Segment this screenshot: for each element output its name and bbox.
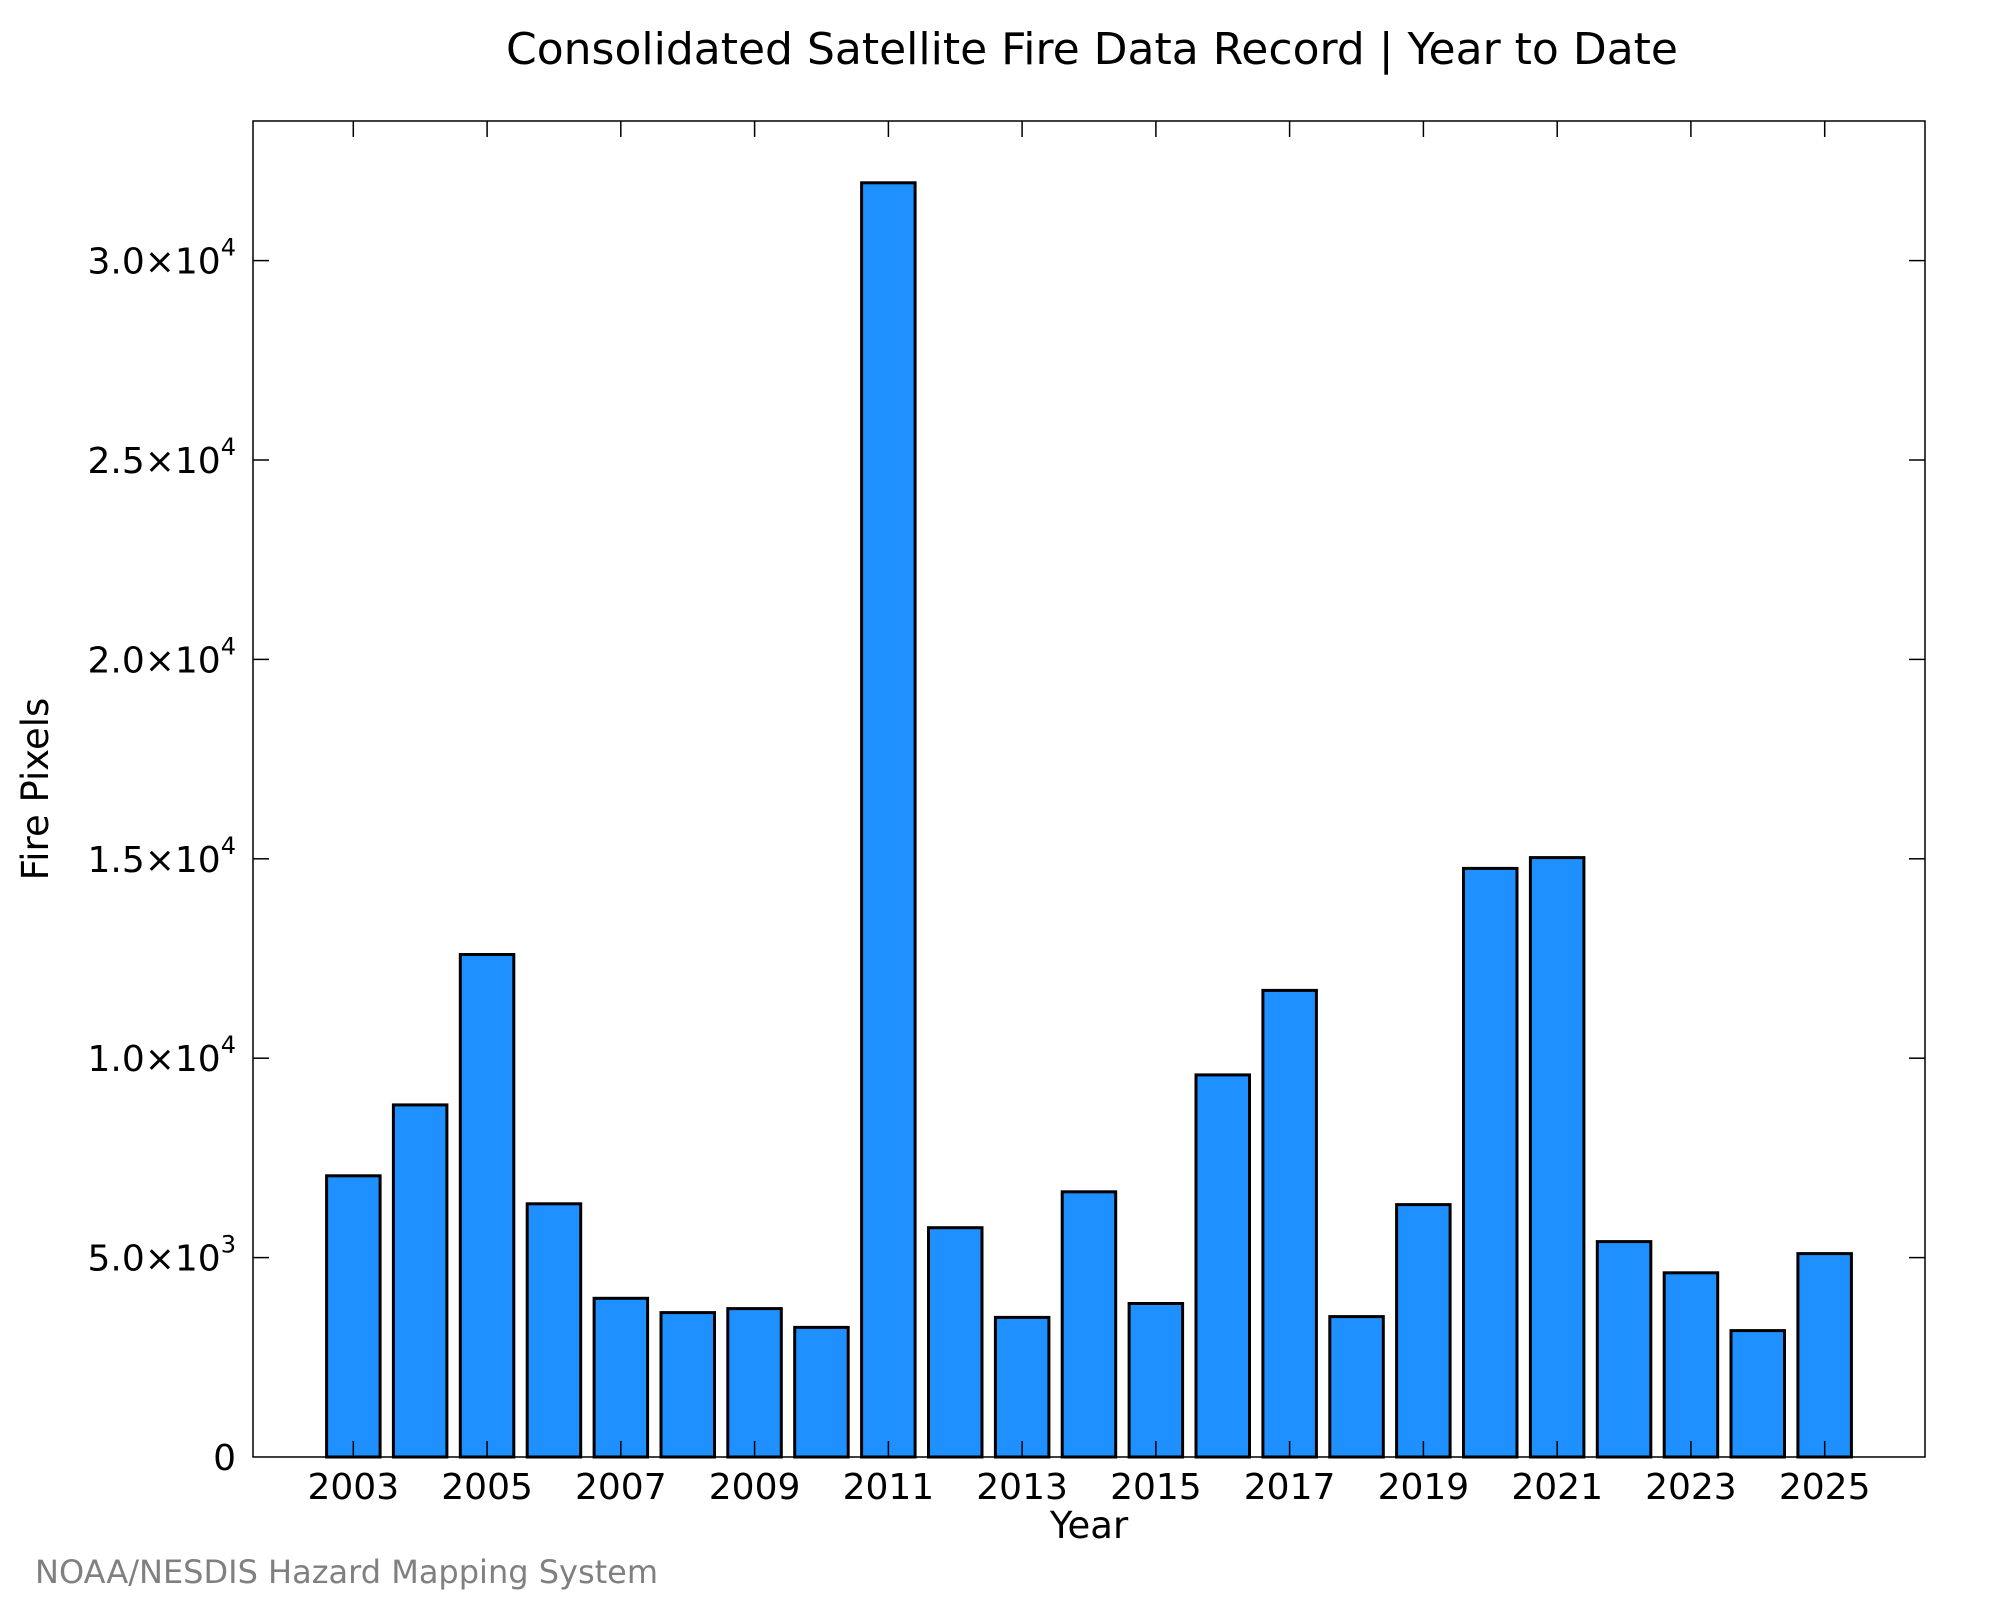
- y-axis-label: Fire Pixels: [14, 698, 57, 881]
- bar-2012: [927, 1226, 984, 1459]
- bar-2003: [325, 1174, 382, 1459]
- bar-2008: [659, 1311, 716, 1459]
- chart-title: Consolidated Satellite Fire Data Record …: [506, 24, 1678, 75]
- x-tick-label: 2013: [976, 1467, 1068, 1508]
- x-tick-label: 2011: [843, 1467, 935, 1508]
- bar-2005: [458, 953, 516, 1459]
- bar-2022: [1595, 1240, 1653, 1459]
- bar-2009: [726, 1307, 783, 1459]
- y-tick-label: 5.0×103: [87, 1231, 236, 1280]
- bar-2004: [391, 1103, 449, 1459]
- x-tick-label: 2023: [1645, 1467, 1737, 1508]
- bars-group: [325, 181, 1853, 1459]
- bar-2014: [1060, 1190, 1118, 1459]
- plot-frame: [252, 120, 1926, 1458]
- bar-2013: [993, 1315, 1051, 1459]
- bar-2017: [1261, 988, 1318, 1459]
- x-tick-label: 2017: [1244, 1467, 1336, 1508]
- x-tick-label: 2019: [1378, 1467, 1470, 1508]
- x-tick-label: 2009: [709, 1467, 801, 1508]
- bar-2020: [1462, 866, 1519, 1459]
- y-tick-label: 0: [213, 1438, 236, 1479]
- y-tick-label: 3.0×104: [87, 234, 236, 283]
- y-tick-label: 1.0×104: [87, 1031, 236, 1080]
- bar-2011: [860, 181, 917, 1459]
- bar-2018: [1328, 1315, 1385, 1459]
- x-axis-ticks: 2003 2005 2007 2009 2011 2013 2015 2017 2019 2021…: [307, 121, 1871, 1508]
- bar-2023: [1662, 1271, 1720, 1459]
- x-tick-label: 2005: [441, 1467, 533, 1508]
- x-axis-label: Year: [1049, 1504, 1129, 1547]
- bar-2007: [592, 1296, 650, 1459]
- x-tick-label: 2021: [1511, 1467, 1603, 1508]
- bar-2006: [525, 1202, 583, 1459]
- bar-2016: [1194, 1073, 1251, 1459]
- x-tick-label: 2025: [1779, 1467, 1871, 1508]
- x-tick-label: 2015: [1110, 1467, 1202, 1508]
- y-axis-ticks: 0 5.0×103 1.0×104 1.5×104 2.0×104 2.5×104 3.0×…: [87, 234, 1925, 1479]
- y-tick-label: 2.0×104: [87, 632, 236, 681]
- y-tick-label: 2.5×104: [87, 433, 236, 482]
- bar-2019: [1395, 1203, 1452, 1459]
- bar-2021: [1528, 856, 1586, 1459]
- bar-2024: [1729, 1329, 1786, 1459]
- bar-2015: [1127, 1302, 1185, 1459]
- x-tick-label: 2003: [307, 1467, 399, 1508]
- x-tick-label: 2007: [575, 1467, 667, 1508]
- y-tick-label: 1.5×104: [87, 832, 236, 881]
- credit-text: NOAA/NESDIS Hazard Mapping System: [35, 1553, 658, 1591]
- bar-2025: [1796, 1252, 1853, 1459]
- bar-2010: [793, 1325, 850, 1459]
